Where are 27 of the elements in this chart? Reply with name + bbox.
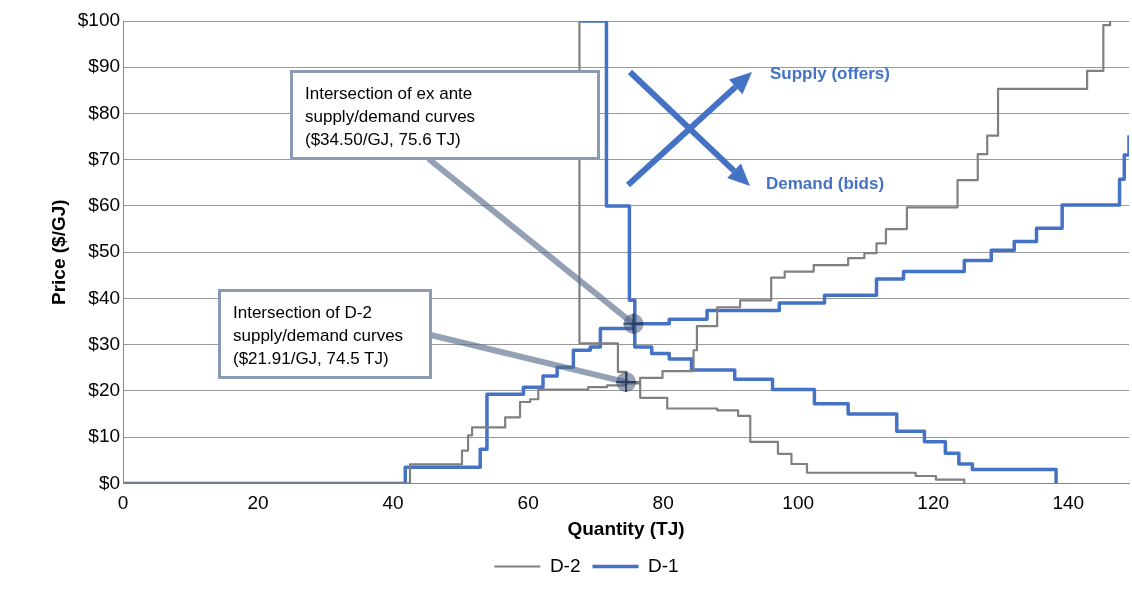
x-axis-title: Quantity (TJ) xyxy=(567,517,685,539)
x-tick-label: 120 xyxy=(917,492,950,514)
annotation: Supply (offers) xyxy=(770,64,890,84)
legend-label: D-2 xyxy=(549,554,581,576)
annotation: Demand (bids) xyxy=(766,174,885,194)
y-tick-label: $60 xyxy=(88,194,121,216)
y-axis-title: Price ($/GJ) xyxy=(47,199,69,305)
y-tick-label: $80 xyxy=(88,101,121,123)
y-tick-label: $100 xyxy=(77,9,121,31)
y-tick-label: $40 xyxy=(88,286,121,308)
y-tick-label: $10 xyxy=(88,425,121,447)
x-tick-label: 40 xyxy=(382,492,404,514)
legend-label: D-1 xyxy=(648,554,679,576)
y-tick-label: $90 xyxy=(88,55,121,77)
x-tick-label: 80 xyxy=(652,492,674,514)
x-tick-label: 0 xyxy=(117,492,129,514)
y-tick-label: $70 xyxy=(88,147,121,169)
x-tick-label: 60 xyxy=(517,492,539,514)
x-tick-label: 100 xyxy=(782,492,815,514)
x-tick-label: 20 xyxy=(247,492,269,514)
annotation: Intersection of ex ante supply/demand curves ($34.50/GJ, 75.6 TJ) xyxy=(305,83,477,151)
x-tick-label: 140 xyxy=(1052,492,1085,514)
y-tick-label: $30 xyxy=(88,332,121,354)
y-tick-label: $50 xyxy=(88,240,121,262)
annotation: Intersection of D-2 supply/demand curves ($21.91/GJ, 74.5 TJ) xyxy=(233,302,405,370)
y-tick-label: $0 xyxy=(98,471,121,493)
y-tick-label: $20 xyxy=(88,379,121,401)
